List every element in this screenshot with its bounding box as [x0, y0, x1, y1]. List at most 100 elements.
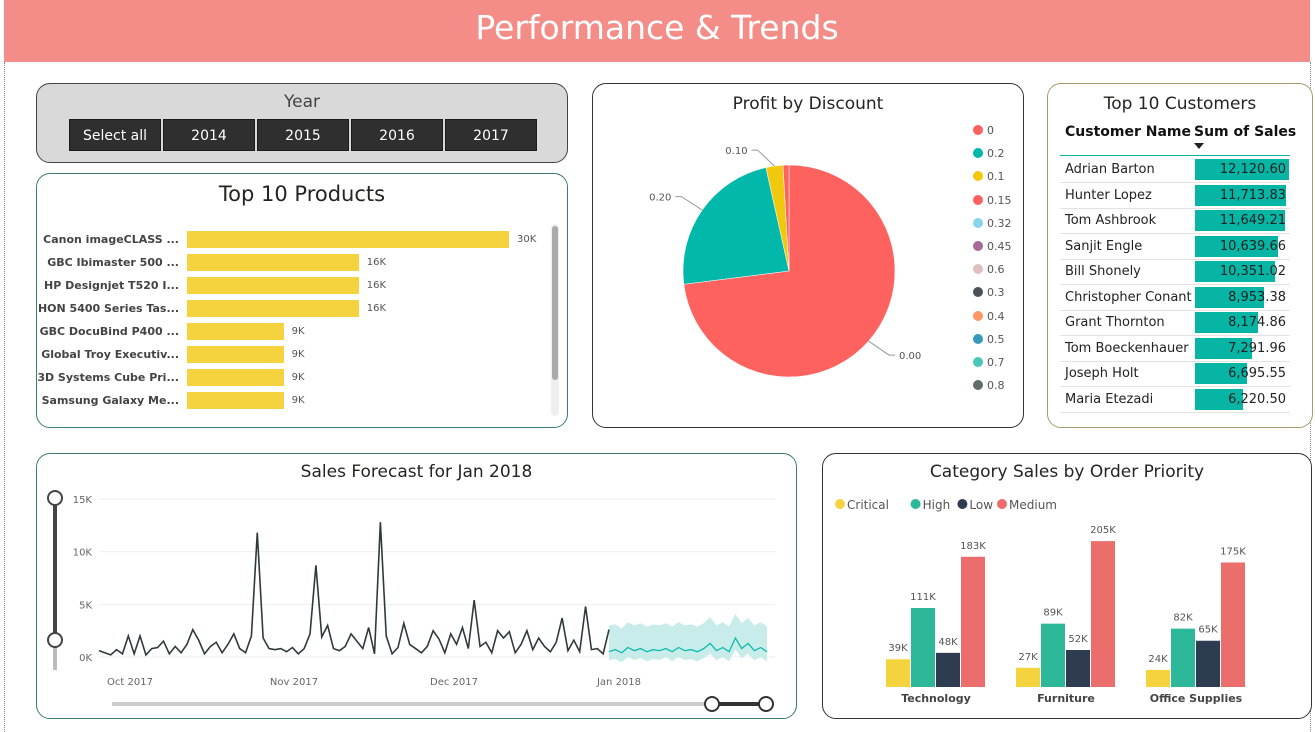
product-value-label: 9K — [291, 395, 305, 406]
year-slicer-title: Year — [284, 92, 320, 112]
forecast-confidence-band — [609, 613, 767, 663]
product-row[interactable]: GBC Ibimaster 500 ... 16K — [37, 254, 547, 271]
table-row[interactable]: Sanjit Engle 10,639.66 — [1060, 234, 1290, 260]
legend-label: 0.6 — [987, 263, 1005, 277]
legend-item[interactable]: 0.5 — [973, 333, 1005, 347]
product-value-label: 16K — [366, 303, 387, 314]
legend-item[interactable]: 0.1 — [973, 170, 1005, 184]
category-sales-chart: Critical High Low Medium 39K 111K 48K 183K Techn… — [835, 498, 1246, 705]
pie-label-leader — [868, 340, 896, 356]
sales-bar — [1195, 337, 1252, 359]
product-row[interactable]: GBC DocuBind P400 ... 9K — [37, 323, 547, 340]
year-option-select-all[interactable]: Select all — [69, 119, 161, 151]
legend-item[interactable]: 0.2 — [973, 147, 1005, 161]
table-row[interactable]: Joseph Holt 6,695.55 — [1060, 361, 1290, 387]
product-bar[interactable] — [187, 323, 284, 340]
legend-item[interactable]: 0.45 — [973, 240, 1012, 254]
y-range-handle-top[interactable] — [47, 490, 63, 506]
sum-of-sales-header[interactable]: Sum of Sales — [1194, 124, 1297, 140]
y-tick-label: 0K — [79, 653, 92, 664]
y-tick-label: 10K — [73, 548, 93, 559]
sales-value: 11,649.21 — [1219, 213, 1286, 228]
category-bar — [1146, 669, 1170, 687]
customer-name-header[interactable]: Customer Name — [1065, 124, 1191, 140]
legend-item[interactable]: 0.15 — [973, 194, 1012, 208]
legend-item[interactable]: 0.3 — [973, 286, 1005, 300]
sales-bar — [1195, 184, 1286, 206]
top-customers-title: Top 10 Customers — [1103, 94, 1257, 114]
product-bar[interactable] — [187, 254, 359, 271]
pie-slice — [782, 164, 790, 272]
x-range-handle-end[interactable] — [758, 696, 774, 712]
x-range-handle-start[interactable] — [704, 696, 720, 712]
product-bar[interactable] — [187, 346, 284, 363]
legend-swatch — [973, 287, 983, 298]
category-sales-title: Category Sales by Order Priority — [929, 462, 1205, 482]
product-row[interactable]: Canon imageCLASS ... 30K — [37, 231, 547, 248]
products-scrollbar-thumb[interactable] — [552, 226, 558, 380]
product-bar[interactable] — [187, 369, 284, 386]
legend-item[interactable]: 0 — [973, 124, 994, 138]
pie-slice-label: 0.10 — [725, 146, 747, 157]
year-option-2015[interactable]: 2015 — [257, 119, 349, 151]
product-row[interactable]: Global Troy Executiv... 9K — [37, 346, 547, 363]
legend-item[interactable]: 0.8 — [973, 379, 1005, 393]
year-option-2014[interactable]: 2014 — [163, 119, 255, 151]
year-option-2016[interactable]: 2016 — [351, 119, 443, 151]
top-customers-card: Top 10 Customers Customer Name Sum of Sa… — [1047, 83, 1313, 428]
customer-name: Grant Thornton — [1065, 315, 1165, 330]
table-row[interactable]: Maria Etezadi 6,220.50 — [1060, 387, 1290, 413]
sales-bar — [1195, 235, 1278, 257]
y-range-handle-bottom[interactable] — [47, 632, 63, 648]
products-scrollbar[interactable] — [551, 224, 559, 416]
table-row[interactable]: Tom Boeckenhauer 7,291.96 — [1060, 336, 1290, 362]
table-row[interactable]: Hunter Lopez 11,713.83 — [1060, 183, 1290, 209]
x-tick-label: Oct 2017 — [107, 677, 153, 688]
pie-label-leader — [751, 149, 775, 167]
category-bar — [936, 652, 960, 687]
year-option-2017[interactable]: 2017 — [445, 119, 537, 151]
legend-item[interactable]: 0.7 — [973, 356, 1005, 370]
sales-bar — [1195, 312, 1259, 333]
legend-label: 0.3 — [987, 286, 1005, 300]
category-bar — [1066, 649, 1090, 687]
product-bar[interactable] — [187, 392, 284, 409]
sales-value: 10,639.66 — [1219, 238, 1286, 254]
product-value-label: 9K — [291, 372, 305, 383]
table-row[interactable]: Tom Ashbrook 11,649.21 — [1060, 208, 1290, 234]
bar-value-label: 89K — [1043, 608, 1063, 619]
product-label: Global Troy Executiv... — [41, 348, 179, 361]
legend-label: Critical — [847, 498, 889, 512]
sales-value: 8,174.86 — [1228, 315, 1286, 330]
product-row[interactable]: Samsung Galaxy Me... 9K — [37, 392, 547, 409]
legend-item[interactable]: 0.32 — [973, 217, 1012, 231]
category-label: Technology — [901, 692, 971, 705]
legend-item[interactable]: 0.4 — [973, 310, 1005, 324]
legend-label: 0.8 — [987, 379, 1005, 393]
table-row[interactable]: Grant Thornton 8,174.86 — [1060, 310, 1290, 336]
profit-by-discount-title: Profit by Discount — [732, 94, 884, 114]
product-bar[interactable] — [187, 277, 359, 294]
product-row[interactable]: 3D Systems Cube Pri... 9K — [37, 369, 547, 386]
bar-value-label: 183K — [960, 541, 986, 552]
legend-label: High — [923, 498, 951, 512]
year-button-group: Select all 2014 2015 2016 2017 — [69, 119, 539, 151]
category-bar — [1171, 628, 1195, 687]
sales-value: 6,695.55 — [1228, 366, 1286, 381]
customer-name: Adrian Barton — [1065, 162, 1155, 177]
pie-slice — [683, 164, 896, 378]
product-bar[interactable] — [187, 231, 509, 248]
product-row[interactable]: HON 5400 Series Tas... 16K — [37, 300, 547, 317]
table-row[interactable]: Adrian Barton 12,120.60 — [1060, 157, 1290, 183]
table-row[interactable]: Bill Shonely 10,351.02 — [1060, 259, 1290, 285]
product-row[interactable]: HP Designjet T520 I... 16K — [37, 277, 547, 294]
sales-bar — [1195, 286, 1265, 308]
customer-name: Hunter Lopez — [1065, 187, 1152, 203]
table-row[interactable]: Christopher Conant 8,953.38 — [1060, 285, 1290, 311]
sales-bar — [1195, 210, 1286, 231]
product-bar[interactable] — [187, 300, 359, 317]
sort-desc-icon — [1194, 143, 1204, 149]
bar-value-label: 27K — [1018, 652, 1038, 663]
legend-item[interactable]: 0.6 — [973, 263, 1005, 277]
legend-label: 0.4 — [987, 309, 1005, 323]
